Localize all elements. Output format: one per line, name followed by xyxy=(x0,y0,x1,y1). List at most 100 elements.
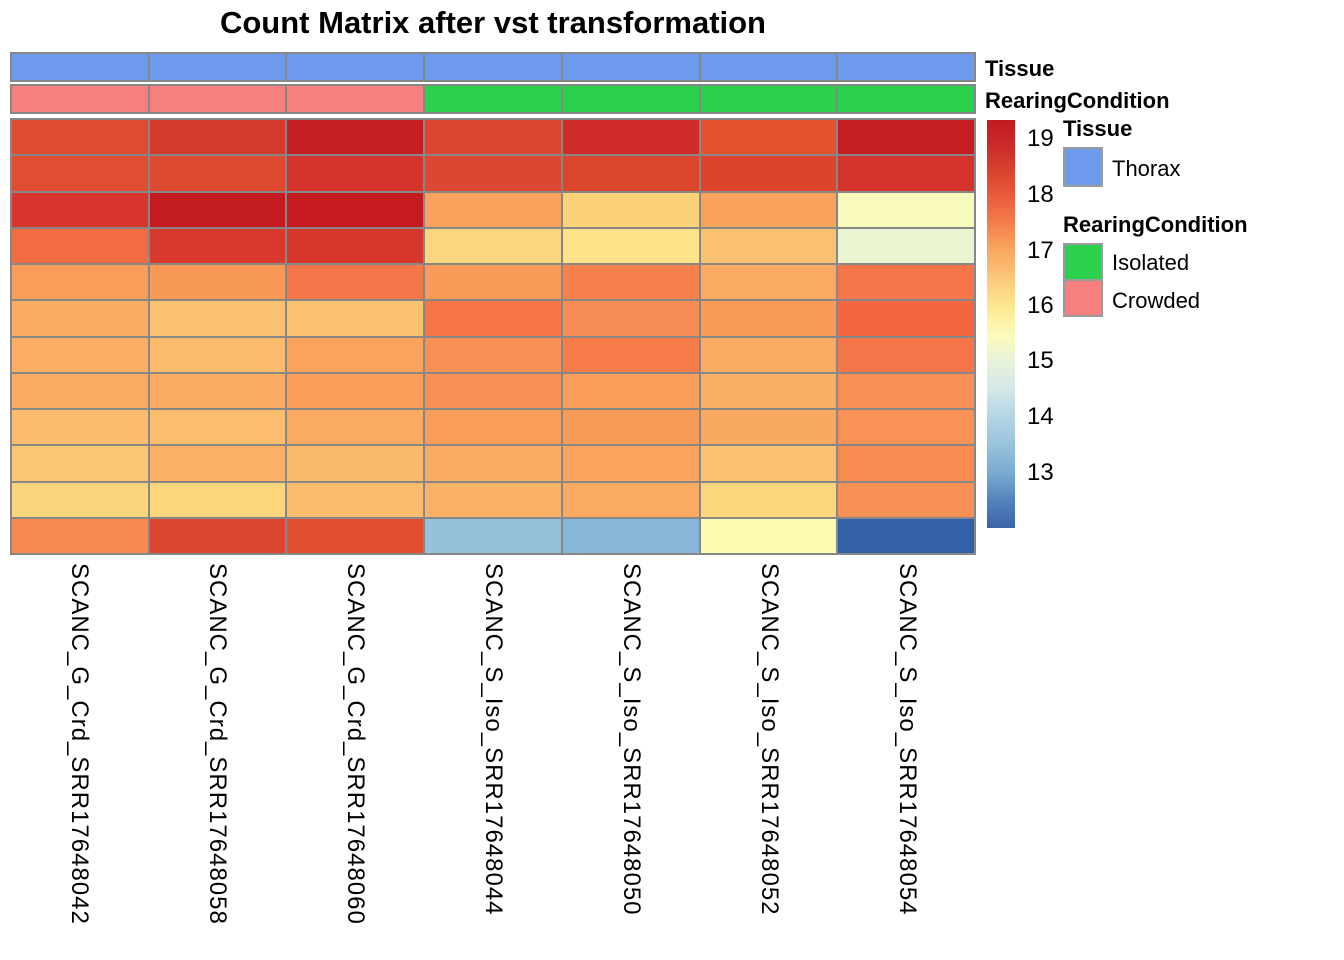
isolated-legend-label: Isolated xyxy=(1112,250,1190,275)
tissue-annotation-cell-thorax xyxy=(425,54,561,80)
rearing-annotation-cell-isolated xyxy=(425,86,561,112)
crowded-legend-swatch xyxy=(1063,279,1103,317)
column-label: SCANC_S_Iso_SRR17648050 xyxy=(618,563,645,916)
heatmap-cell-r12-c1 xyxy=(12,518,148,553)
heatmap-cell-r11-c3 xyxy=(287,482,424,517)
heatmap-cell-r10-c2 xyxy=(149,446,286,481)
tissue-annotation-cell-thorax xyxy=(700,54,837,80)
rearing-annotation-cell-crowded xyxy=(12,86,148,112)
column-label: SCANC_G_Crd_SRR17648060 xyxy=(342,563,369,925)
heatmap-cell-r2-c6 xyxy=(700,156,837,191)
heatmap-cell-r1-c6 xyxy=(700,120,837,155)
column-label: SCANC_S_Iso_SRR17648044 xyxy=(480,563,507,916)
colorbar-gradient xyxy=(987,120,1015,528)
rearing-condition-annotation-label: RearingCondition xyxy=(985,88,1170,113)
heatmap-cell-r6-c4 xyxy=(425,301,561,336)
heatmap-cell-r8-c6 xyxy=(700,373,837,408)
heatmap-cell-r12-c5 xyxy=(562,518,699,553)
heatmap-cell-r11-c1 xyxy=(12,482,148,517)
colorbar-tick-17: 17 xyxy=(1027,237,1054,264)
heatmap-cell-r1-c7 xyxy=(838,120,974,155)
heatmap-cell-r12-c6 xyxy=(700,518,837,553)
heatmap-cell-r8-c5 xyxy=(562,373,699,408)
heatmap-cell-r2-c4 xyxy=(425,156,561,191)
heatmap-cell-r2-c1 xyxy=(12,156,148,191)
heatmap-cell-r11-c4 xyxy=(425,482,561,517)
heatmap-cell-r10-c4 xyxy=(425,446,561,481)
heatmap-cell-r2-c7 xyxy=(838,156,974,191)
heatmap-cell-r6-c3 xyxy=(287,301,424,336)
heatmap-cell-r4-c6 xyxy=(700,228,837,263)
heatmap-cell-r5-c5 xyxy=(562,265,699,300)
colorbar-tick-13: 13 xyxy=(1027,459,1054,486)
thorax-legend-label: Thorax xyxy=(1112,156,1181,181)
heatmap-cell-r8-c4 xyxy=(425,373,561,408)
isolated-legend-swatch xyxy=(1063,243,1103,281)
heatmap-cell-r9-c1 xyxy=(12,410,148,445)
colorbar-tick-19: 19 xyxy=(1027,125,1054,152)
heatmap-cell-r8-c3 xyxy=(287,373,424,408)
heatmap-cell-r4-c1 xyxy=(12,228,148,263)
crowded-legend-label: Crowded xyxy=(1112,288,1201,313)
heatmap-cell-r7-c6 xyxy=(700,337,837,372)
colorbar-tick-15: 15 xyxy=(1027,347,1054,374)
heatmap-cell-r10-c7 xyxy=(838,446,974,481)
heatmap-cell-r9-c3 xyxy=(287,410,424,445)
column-label: SCANC_S_Iso_SRR17648054 xyxy=(894,563,921,916)
heatmap-cell-r11-c6 xyxy=(700,482,837,517)
column-label: SCANC_G_Crd_SRR17648058 xyxy=(204,563,231,925)
heatmap-cell-r8-c1 xyxy=(12,373,148,408)
heatmap-cell-r10-c5 xyxy=(562,446,699,481)
heatmap-cell-r3-c4 xyxy=(425,192,561,227)
tissue-annotation-bar xyxy=(10,52,976,82)
heatmap-cell-r9-c6 xyxy=(700,410,837,445)
tissue-annotation-cell-thorax xyxy=(12,54,148,80)
heatmap-cell-r2-c3 xyxy=(287,156,424,191)
heatmap-cell-r8-c2 xyxy=(149,373,286,408)
heatmap-cell-r9-c7 xyxy=(838,410,974,445)
heatmap-cell-r7-c1 xyxy=(12,337,148,372)
heatmap-cell-r9-c5 xyxy=(562,410,699,445)
legend-tissue-title: Tissue xyxy=(1063,116,1133,141)
rearing-annotation-cell-isolated xyxy=(700,86,837,112)
thorax-legend-swatch xyxy=(1063,147,1103,187)
heatmap-cell-r1-c5 xyxy=(562,120,699,155)
heatmap-grid xyxy=(10,118,976,555)
heatmap-cell-r1-c2 xyxy=(149,120,286,155)
heatmap-cell-r7-c5 xyxy=(562,337,699,372)
heatmap-cell-r3-c5 xyxy=(562,192,699,227)
heatmap-cell-r3-c3 xyxy=(287,192,424,227)
heatmap-cell-r5-c1 xyxy=(12,265,148,300)
rearing-annotation-cell-crowded xyxy=(287,86,424,112)
heatmap-cell-r11-c5 xyxy=(562,482,699,517)
heatmap-cell-r7-c3 xyxy=(287,337,424,372)
heatmap-cell-r5-c6 xyxy=(700,265,837,300)
column-label: SCANC_S_Iso_SRR17648052 xyxy=(756,563,783,916)
tissue-annotation-label: Tissue xyxy=(985,56,1055,81)
heatmap-cell-r12-c3 xyxy=(287,518,424,553)
colorbar-tick-14: 14 xyxy=(1027,403,1054,430)
heatmap-cell-r4-c5 xyxy=(562,228,699,263)
heatmap-cell-r11-c7 xyxy=(838,482,974,517)
heatmap-cell-r10-c6 xyxy=(700,446,837,481)
heatmap-cell-r6-c7 xyxy=(838,301,974,336)
heatmap-cell-r3-c1 xyxy=(12,192,148,227)
tissue-annotation-cell-thorax xyxy=(149,54,286,80)
heatmap-cell-r1-c4 xyxy=(425,120,561,155)
heatmap-cell-r6-c6 xyxy=(700,301,837,336)
heatmap-cell-r1-c3 xyxy=(287,120,424,155)
colorbar-tick-18: 18 xyxy=(1027,181,1054,208)
column-labels: SCANC_G_Crd_SRR17648042 SCANC_G_Crd_SRR17… xyxy=(10,563,976,955)
heatmap-cell-r1-c1 xyxy=(12,120,148,155)
tissue-annotation-cell-thorax xyxy=(838,54,974,80)
rearing-condition-annotation-bar xyxy=(10,84,976,114)
heatmap-cell-r12-c2 xyxy=(149,518,286,553)
heatmap-cell-r10-c3 xyxy=(287,446,424,481)
heatmap-cell-r2-c2 xyxy=(149,156,286,191)
rearing-annotation-cell-isolated xyxy=(562,86,699,112)
tissue-annotation-cell-thorax xyxy=(562,54,699,80)
heatmap-cell-r11-c2 xyxy=(149,482,286,517)
heatmap-cell-r3-c7 xyxy=(838,192,974,227)
heatmap-cell-r6-c2 xyxy=(149,301,286,336)
tissue-annotation-cell-thorax xyxy=(287,54,424,80)
